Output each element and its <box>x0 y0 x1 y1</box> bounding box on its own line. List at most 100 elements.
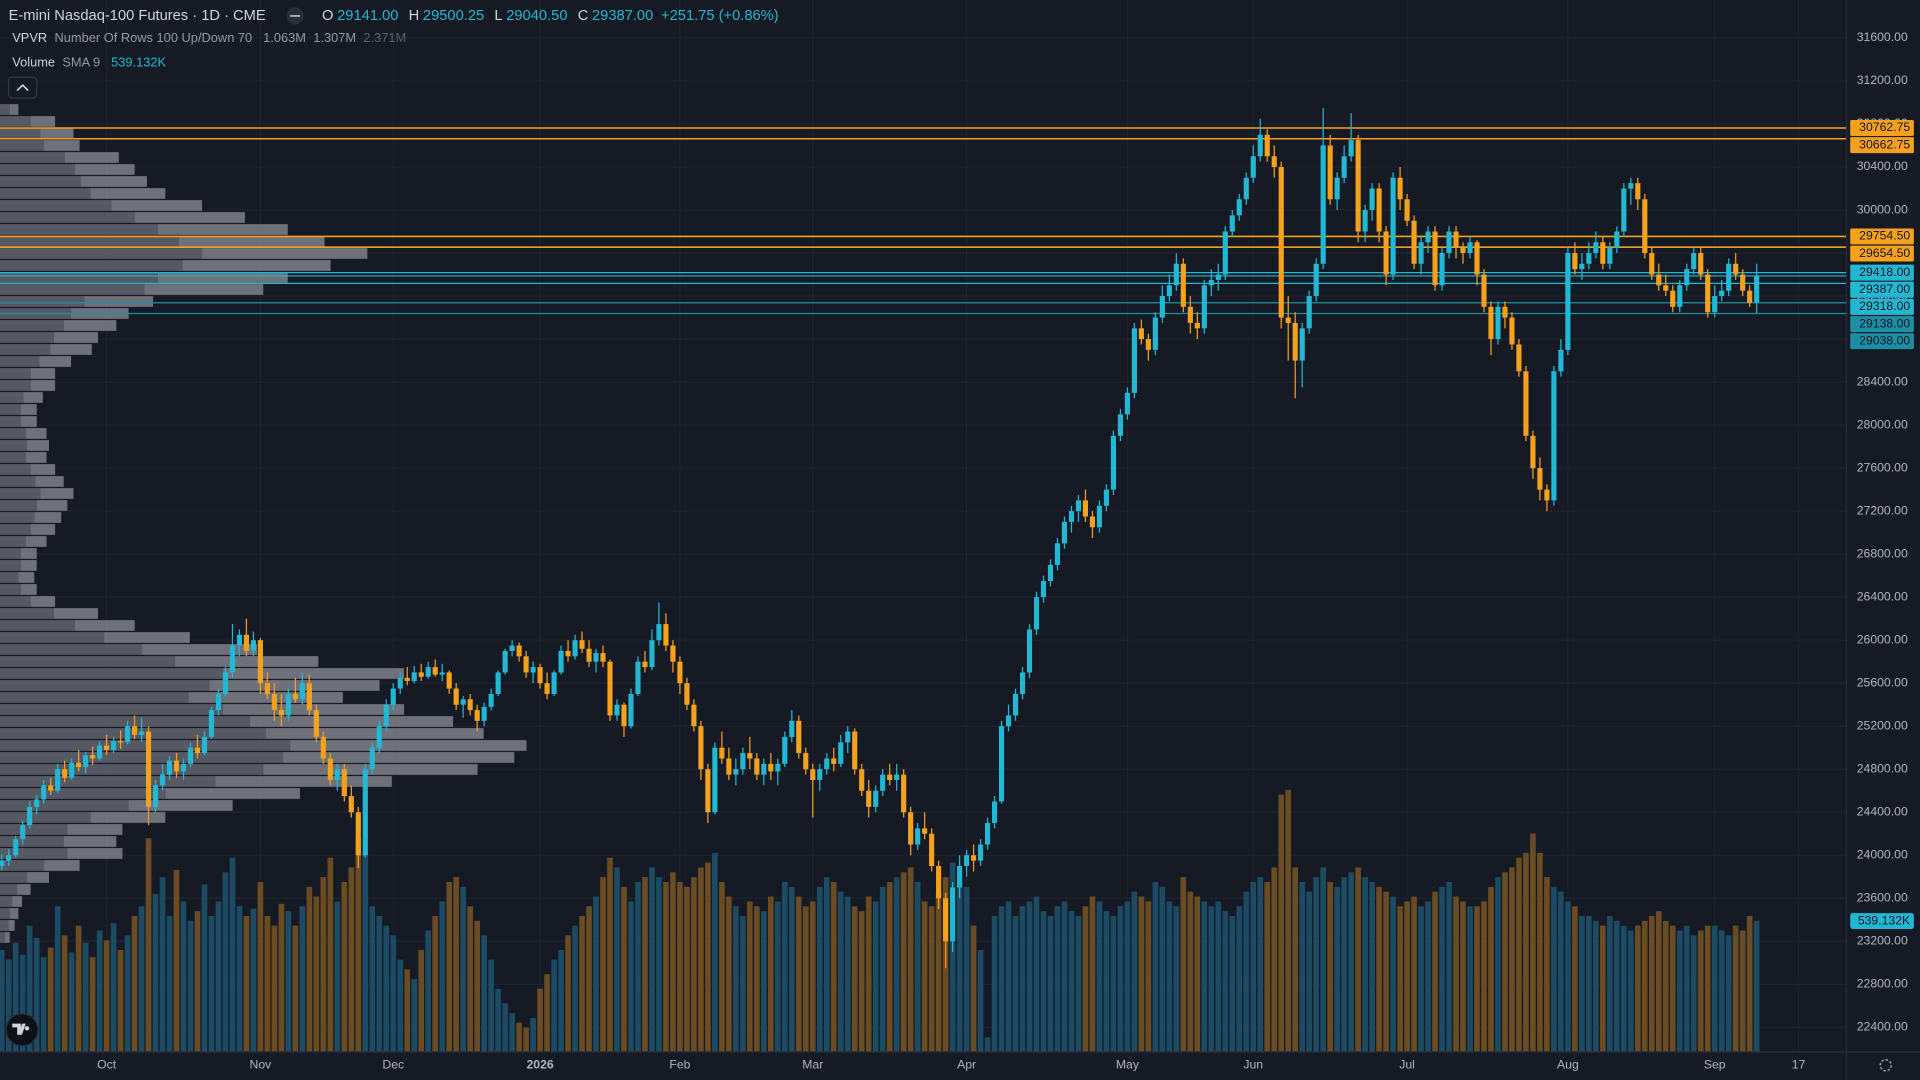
volume-bar <box>635 881 641 1052</box>
volume-bar <box>341 881 348 1052</box>
candle-body <box>803 753 809 770</box>
volume-bar <box>754 906 760 1052</box>
profile-up <box>0 188 91 199</box>
y-tick-label: 23600.00 <box>1857 891 1908 905</box>
volume-bar <box>1054 906 1061 1052</box>
close-value: 29387.00 <box>592 8 653 24</box>
candle-body <box>6 855 12 861</box>
volume-bar <box>788 886 795 1052</box>
profile-up <box>0 884 18 895</box>
y-tick-label: 25600.00 <box>1857 675 1908 689</box>
candle-body <box>1579 263 1585 270</box>
profile-up <box>0 452 26 463</box>
candle-body <box>1047 564 1054 582</box>
volume-bar <box>1544 877 1550 1052</box>
volume-bar <box>208 915 215 1052</box>
candle-body <box>1621 188 1627 232</box>
profile-up <box>0 368 31 379</box>
volume-bar <box>1690 935 1697 1052</box>
profile-up <box>0 416 21 427</box>
profile-up <box>0 836 64 847</box>
candle-body <box>1719 290 1725 297</box>
volume-bar <box>334 901 341 1052</box>
profile-up <box>0 596 31 607</box>
candle-body <box>362 769 368 856</box>
profile-down <box>9 104 19 115</box>
candle-body <box>341 769 347 797</box>
candle-body <box>1145 339 1151 350</box>
volume-bar <box>1474 906 1480 1052</box>
profile-up <box>0 932 5 943</box>
volume-bar <box>12 942 19 1052</box>
volume-bar <box>327 857 334 1052</box>
volume-legend[interactable]: Volume SMA 9 539.132K <box>12 55 166 70</box>
candle-body <box>1747 290 1753 304</box>
candle-body <box>1670 290 1676 307</box>
volume-bar <box>998 906 1005 1052</box>
candle-body <box>810 769 816 780</box>
volume-bar <box>439 901 446 1052</box>
candle-body <box>278 710 284 716</box>
volume-bar <box>1271 867 1278 1052</box>
volume-bar <box>33 937 40 1052</box>
candle-body <box>838 742 844 764</box>
volume-bar <box>523 1027 529 1052</box>
x-tick-label: 2026 <box>526 1058 553 1072</box>
candle-body <box>1446 231 1452 254</box>
candle-body <box>782 736 788 764</box>
candle-body <box>1425 231 1431 243</box>
volume-bar <box>5 959 12 1052</box>
volume-bar <box>257 881 264 1052</box>
profile-down <box>36 500 68 511</box>
profile-up <box>0 716 250 727</box>
candle-body <box>698 726 704 770</box>
volume-bar <box>1488 886 1494 1052</box>
candle-body <box>1439 253 1445 286</box>
candle-body <box>537 667 543 684</box>
profile-down <box>50 344 92 355</box>
candle-body <box>1159 296 1165 318</box>
volume-bar <box>921 901 928 1052</box>
profile-up <box>0 812 91 823</box>
volume-bar <box>481 935 487 1052</box>
profile-down <box>215 776 392 787</box>
volume-bar <box>530 1017 536 1052</box>
volume-bar <box>460 886 466 1052</box>
candle-body <box>166 760 173 775</box>
candle-body <box>740 753 746 770</box>
settings-button[interactable] <box>1879 1059 1893 1072</box>
volume-bar <box>383 925 390 1052</box>
candle-body <box>1292 322 1298 361</box>
candle-body <box>670 645 676 662</box>
candle-body <box>1516 344 1522 372</box>
profile-down <box>263 764 478 775</box>
candle-body <box>831 758 837 764</box>
volume-bar <box>1746 915 1753 1052</box>
volume-bar <box>40 957 47 1052</box>
vpvr-legend[interactable]: VPVR Number Of Rows 100 Up/Down 70 1.063… <box>12 31 406 46</box>
volume-bar <box>495 988 501 1052</box>
volume-bar <box>1292 867 1299 1052</box>
candle-body <box>950 887 956 942</box>
volume-bar <box>1711 925 1718 1052</box>
volume-bar <box>1166 901 1173 1052</box>
volume-bar <box>907 867 914 1052</box>
candle-body <box>97 745 103 759</box>
candle-body <box>761 763 767 775</box>
volume-bar <box>61 935 68 1052</box>
candle-body <box>1194 322 1200 329</box>
candle-body <box>0 860 5 867</box>
volume-bar <box>768 896 774 1052</box>
volume-bar <box>166 915 173 1052</box>
volume-bar <box>313 896 320 1052</box>
profile-down <box>67 848 123 859</box>
volume-bar <box>586 906 592 1052</box>
candle-body <box>48 785 54 791</box>
profile-up <box>0 620 75 631</box>
candle-body <box>194 747 201 754</box>
volume-bar <box>600 877 606 1052</box>
candle-body <box>1397 177 1403 200</box>
collapse-button[interactable] <box>7 76 38 99</box>
volume-bar <box>1369 881 1375 1052</box>
volume-bar <box>509 1013 515 1052</box>
